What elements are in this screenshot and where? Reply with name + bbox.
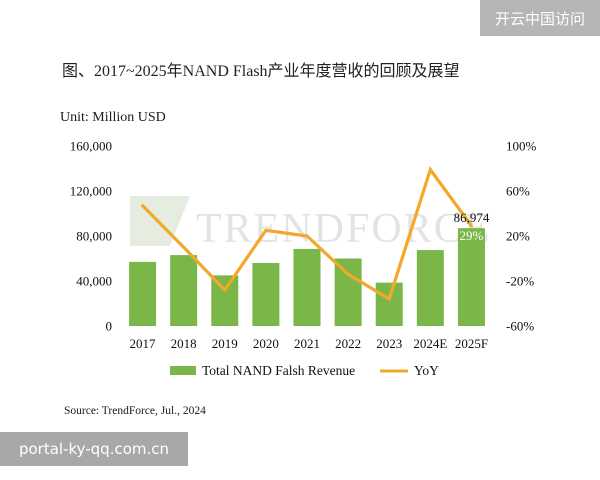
- x-tick-label: 2023: [376, 336, 402, 351]
- x-tick-label: 2024E: [413, 336, 447, 351]
- overlay-badge-bottom: portal-ky-qq.com.cn: [0, 432, 188, 466]
- x-tick-label: 2021: [294, 336, 320, 351]
- yoy-point-2017: [141, 204, 145, 208]
- yoy-point-2018: [182, 245, 186, 249]
- unit-label: Unit: Million USD: [60, 110, 166, 125]
- right-tick-label: 20%: [506, 229, 530, 244]
- x-tick-label: 2019: [212, 336, 238, 351]
- yoy-point-2020: [264, 228, 268, 232]
- right-tick-label: 60%: [506, 184, 530, 199]
- overlay-badge-top: 开云中国访问: [480, 0, 600, 36]
- bar-2019: [211, 275, 239, 326]
- last-bar-value-label: 86,974: [454, 210, 490, 225]
- yoy-point-2025F: [469, 224, 473, 228]
- left-tick-label: 80,000: [76, 229, 112, 244]
- left-tick-label: 40,000: [76, 274, 112, 289]
- bar-2025F: [457, 228, 485, 326]
- left-tick-label: 160,000: [70, 139, 112, 154]
- x-tick-label: 2025F: [455, 336, 488, 351]
- bar-2020: [252, 263, 280, 326]
- bar-2021: [293, 248, 321, 326]
- right-tick-label: -60%: [506, 319, 534, 334]
- chart-title: 图、2017~2025年NAND Flash产业年度营收的回顾及展望: [62, 63, 460, 80]
- last-yoy-label: 29%: [460, 228, 484, 243]
- right-tick-label: 100%: [506, 139, 537, 154]
- yoy-point-2024E: [428, 168, 432, 172]
- right-tick-label: -20%: [506, 274, 534, 289]
- source-note: Source: TrendForce, Jul., 2024: [64, 405, 206, 417]
- x-tick-label: 2020: [253, 336, 279, 351]
- legend-bar-label: Total NAND Falsh Revenue: [202, 363, 355, 378]
- x-tick-label: 2018: [171, 336, 197, 351]
- bar-2024E: [416, 250, 444, 326]
- yoy-point-2022: [346, 272, 350, 276]
- watermark-logo: TRENDFORCE: [130, 196, 491, 252]
- bar-2018: [170, 255, 198, 326]
- bar-2023: [375, 282, 403, 326]
- x-tick-label: 2017: [130, 336, 157, 351]
- svg-text:TRENDFORCE: TRENDFORCE: [196, 206, 491, 252]
- legend-bar-swatch: [170, 366, 196, 375]
- x-tick-label: 2022: [335, 336, 361, 351]
- bar-2017: [129, 261, 157, 326]
- yoy-point-2023: [387, 297, 391, 301]
- yoy-point-2019: [223, 288, 227, 292]
- left-tick-label: 0: [106, 319, 113, 334]
- legend-line-label: YoY: [414, 363, 439, 378]
- bar-2022: [334, 258, 362, 326]
- left-tick-label: 120,000: [70, 184, 112, 199]
- yoy-point-2021: [305, 234, 309, 238]
